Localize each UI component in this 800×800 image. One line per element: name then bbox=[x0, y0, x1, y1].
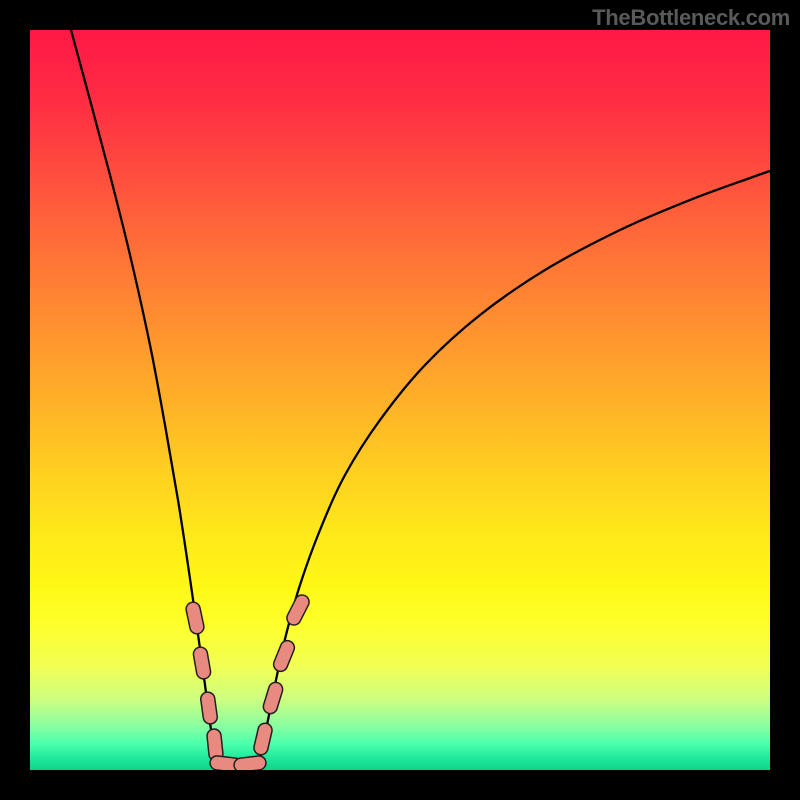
plot-area bbox=[30, 30, 770, 770]
curve-marker bbox=[272, 639, 297, 674]
curve-marker bbox=[192, 646, 211, 680]
watermark-text: TheBottleneck.com bbox=[592, 5, 790, 31]
chart-container: TheBottleneck.com bbox=[0, 0, 800, 800]
curve-marker bbox=[284, 593, 311, 628]
curve-marker bbox=[185, 601, 205, 635]
bottleneck-curve-svg bbox=[30, 30, 770, 770]
curve-marker bbox=[262, 681, 285, 716]
curve-right-branch bbox=[258, 171, 770, 768]
curve-marker bbox=[253, 722, 274, 756]
curve-marker bbox=[200, 691, 218, 725]
curve-marker bbox=[233, 755, 266, 770]
